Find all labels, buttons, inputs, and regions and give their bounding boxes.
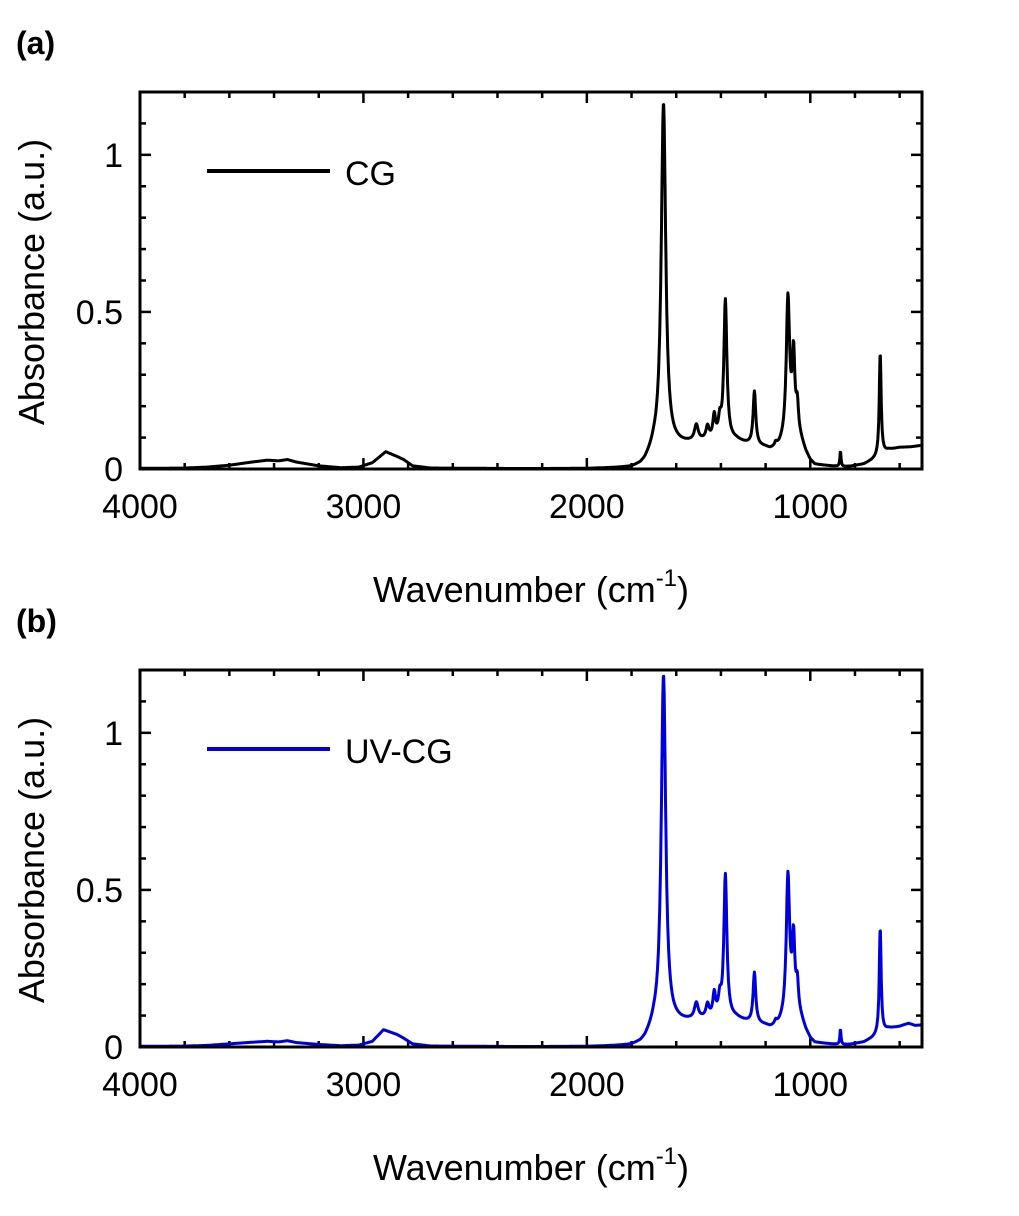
panel-b: (b) Absorbance (a.u.) Wavenumber (cm-1) …	[11, 603, 924, 1188]
x-tick-label-a: 3000	[326, 488, 402, 526]
x-tick-label-a: 1000	[772, 488, 848, 526]
x-tick-label-a: 4000	[102, 488, 178, 526]
x-axis-label-a-close: )	[677, 569, 689, 610]
y-tick-label-a: 0	[104, 451, 123, 489]
x-axis-label-b-sup: -1	[656, 1143, 677, 1170]
y-axis-label-a: Absorbance (a.u.)	[11, 139, 52, 425]
x-tick-label-a: 2000	[549, 488, 625, 526]
y-tick-label-b: 1	[104, 715, 123, 753]
x-tick-label-b: 1000	[772, 1066, 848, 1104]
panel-label-b: (b)	[16, 603, 57, 639]
x-axis-label-a-main: Wavenumber (cm	[373, 569, 656, 610]
series-line-cg	[138, 103, 924, 470]
ticks-a	[138, 90, 922, 471]
y-tick-label-b: 0.5	[76, 872, 123, 910]
x-axis-label-a: Wavenumber (cm-1)	[373, 565, 689, 610]
y-tick-label-a: 1	[104, 137, 123, 175]
x-tick-label-b: 4000	[102, 1066, 178, 1104]
x-axis-label-b-main: Wavenumber (cm	[373, 1147, 656, 1188]
ticks-b	[138, 668, 922, 1049]
tick-labels-b: 4000 3000 2000 1000 0 0.5 1	[76, 715, 848, 1104]
legend-a: CG	[207, 155, 396, 193]
plot-frame-a	[138, 90, 924, 471]
panel-a: (a) Absorbance (a.u.) Wavenumber (cm-1) …	[11, 25, 924, 610]
y-axis-label-b: Absorbance (a.u.)	[11, 717, 52, 1003]
y-tick-label-b: 0	[104, 1029, 123, 1067]
tick-labels-a: 4000 3000 2000 1000 0 0.5 1	[76, 137, 848, 526]
series-line-uv-cg	[138, 674, 924, 1048]
x-tick-label-b: 2000	[549, 1066, 625, 1104]
x-axis-label-b-close: )	[677, 1147, 689, 1188]
x-tick-label-b: 3000	[326, 1066, 402, 1104]
panel-label-a: (a)	[16, 25, 55, 61]
y-tick-label-a: 0.5	[76, 294, 123, 332]
legend-label-uv-cg: UV-CG	[345, 733, 453, 771]
legend-b: UV-CG	[207, 733, 453, 771]
x-axis-label-b: Wavenumber (cm-1)	[373, 1143, 689, 1188]
x-axis-label-a-sup: -1	[656, 565, 677, 592]
plot-frame-b	[138, 668, 924, 1049]
legend-label-cg: CG	[345, 155, 396, 193]
